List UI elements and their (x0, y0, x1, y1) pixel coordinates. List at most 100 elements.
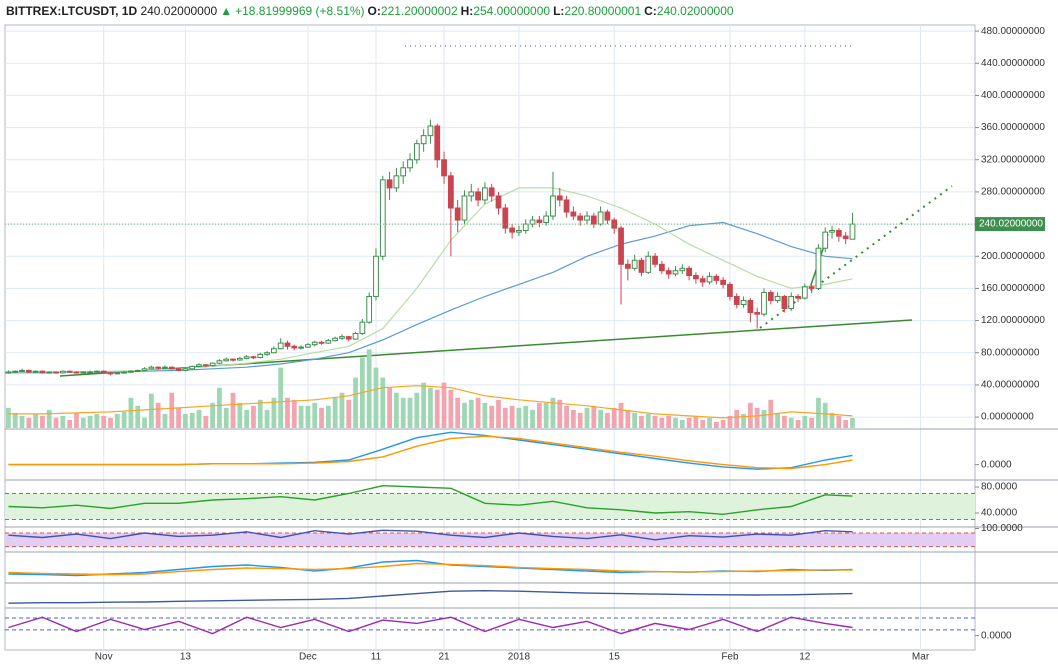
volume-bar (203, 415, 209, 428)
price-tag-label: 240.02000000 (979, 219, 1043, 230)
volume-bar (421, 382, 427, 428)
indicator-line (8, 559, 853, 577)
candle-body (379, 179, 386, 257)
volume-bar (611, 407, 617, 428)
candle-body (536, 219, 543, 223)
label: H: (460, 4, 474, 18)
volume-bar (639, 415, 644, 428)
moving-average (8, 221, 853, 374)
volume-bar (496, 399, 501, 428)
volume-bar (223, 407, 229, 428)
candle-body (182, 368, 189, 371)
volume-bar (6, 407, 11, 428)
x-tick-label: 15 (609, 652, 621, 663)
candle-body (100, 370, 107, 374)
volume-bar (571, 409, 576, 428)
x-tick-label: Dec (299, 652, 317, 663)
y-tick-label: 160.00000000 (981, 283, 1045, 294)
candle-body (652, 255, 658, 265)
candle-body (461, 195, 468, 221)
y-tick-label: 320.00000000 (981, 154, 1045, 165)
volume-bar (332, 397, 338, 428)
volume-bar (577, 412, 583, 428)
candle-body (761, 291, 767, 315)
volume-bar (339, 392, 345, 428)
volume-bar (244, 409, 250, 428)
candle-body (366, 295, 373, 323)
volume-bar (257, 399, 263, 428)
candle-body (121, 371, 128, 374)
candle-body (291, 345, 298, 349)
candle-body (529, 219, 536, 225)
volume-bar (60, 415, 66, 428)
candle-body (570, 211, 577, 217)
candle-body (604, 211, 611, 221)
candle-body (631, 259, 638, 269)
volume-bar (475, 397, 481, 428)
candle-body (441, 159, 447, 177)
candle-body (706, 275, 713, 283)
volume-bar (836, 415, 842, 428)
indicator-line (8, 431, 853, 470)
candle-body (257, 353, 264, 359)
candle-body (5, 371, 12, 374)
candle-body (509, 227, 516, 233)
volume-bar (782, 415, 787, 428)
candle-body (665, 270, 672, 275)
candle-body (754, 312, 761, 315)
candle-body (502, 207, 509, 229)
candle-body (400, 167, 407, 177)
volume-bar (625, 409, 631, 428)
candle-body (447, 175, 454, 209)
candle-body (482, 187, 488, 201)
y-tick-label: 200.00000000 (981, 251, 1045, 262)
candle-body (94, 370, 100, 373)
volume-bar (291, 399, 297, 428)
volume-bar (217, 387, 222, 428)
volume-bar (19, 415, 25, 428)
candle-body (454, 207, 461, 221)
indicator-line (8, 616, 853, 635)
volume-bar (114, 413, 120, 428)
candle-body (202, 364, 209, 367)
y-tick-label: 280.00000000 (981, 187, 1045, 198)
candle-body (32, 370, 39, 373)
candle-body (134, 369, 141, 372)
plot-frame (4, 24, 976, 651)
price: 240.02000000 (140, 4, 218, 18)
y-tick-label: 0.0000 (981, 459, 1012, 470)
volume-bar (400, 397, 406, 428)
label: C: (644, 4, 657, 18)
volume-bar (530, 409, 535, 428)
candle-body (59, 370, 66, 374)
background (4, 24, 1058, 651)
candle-body (311, 341, 318, 346)
indicator-line (8, 589, 853, 604)
volume-bar (278, 367, 284, 428)
y-tick-label: 40.00000000 (981, 380, 1040, 391)
candle-body (243, 356, 250, 359)
high: 254.00000000 (473, 4, 551, 18)
candle-body (733, 295, 740, 305)
volume-bar (169, 392, 175, 428)
volume-bar (87, 415, 93, 428)
volume-bar (564, 405, 569, 428)
volume-bar (468, 399, 474, 428)
volume-bar (754, 407, 760, 428)
volume-bar (176, 407, 181, 428)
volume-bar (584, 407, 590, 428)
volume-bar (162, 413, 168, 428)
volume-bar (550, 397, 556, 428)
candle-body (713, 275, 720, 281)
volume-bar (502, 407, 508, 428)
candle-body (658, 263, 665, 272)
symbol: BITTREX:LTCUSDT, 1D (6, 4, 138, 18)
x-tick-label: Mar (912, 652, 930, 663)
volume-bar (196, 409, 202, 428)
low: 220.80000001 (564, 4, 642, 18)
volume-bar (380, 377, 386, 428)
candle-body (264, 352, 270, 355)
volume-bar (788, 417, 794, 428)
